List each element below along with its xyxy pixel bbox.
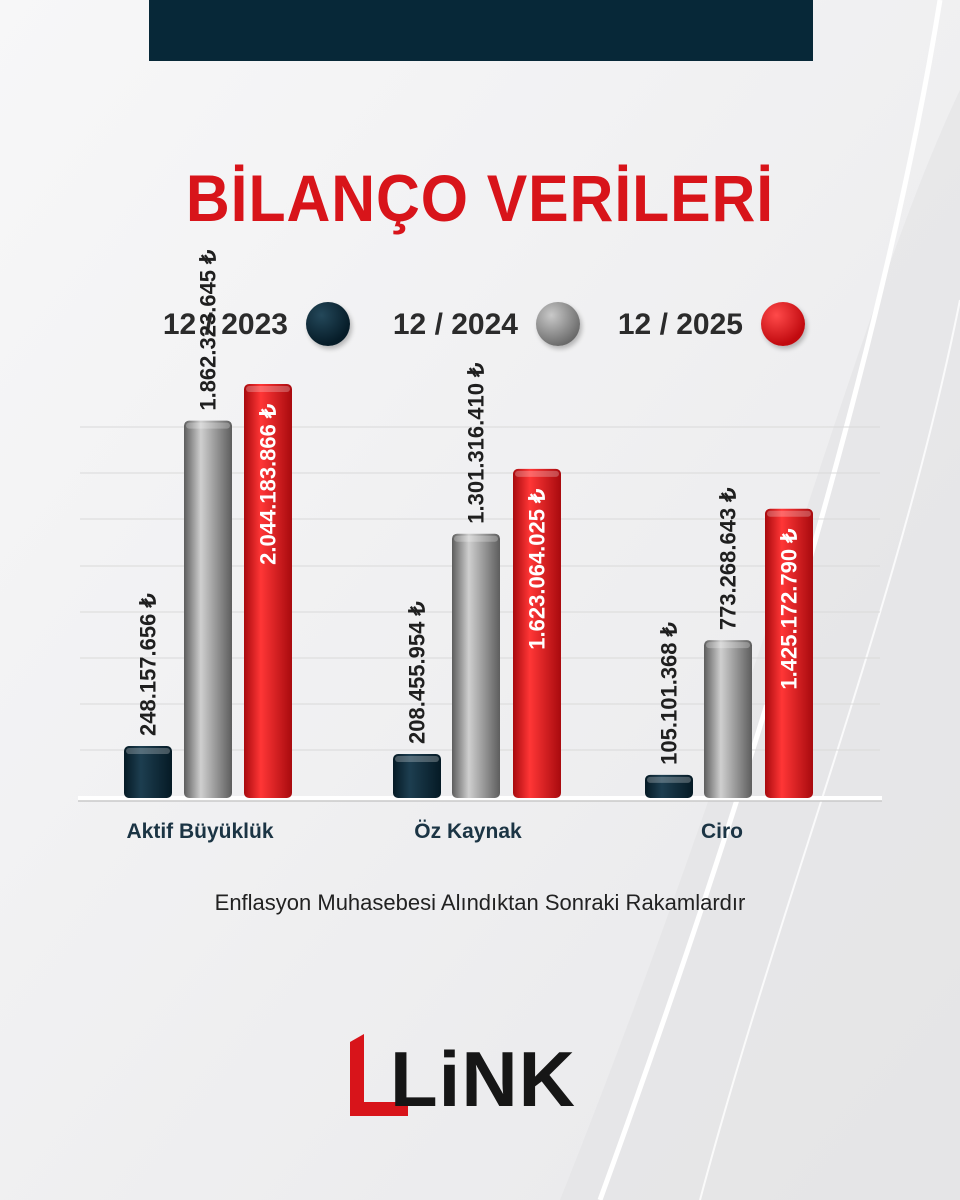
logo-text: LiNK bbox=[390, 1035, 576, 1123]
data-label: 773.268.643 ₺ bbox=[716, 488, 741, 630]
legend-label-2024: 12 / 2024 bbox=[392, 308, 518, 341]
bar-2023-2 bbox=[645, 774, 693, 798]
data-label: 1.301.316.410 ₺ bbox=[464, 363, 489, 524]
footnote: Enflasyon Muhasebesi Alındıktan Sonraki … bbox=[214, 890, 746, 915]
data-label: 1.862.323.645 ₺ bbox=[196, 250, 221, 411]
data-label: 1.623.064.025 ₺ bbox=[525, 489, 550, 650]
bar-highlight bbox=[246, 386, 290, 392]
bar-highlight bbox=[186, 422, 230, 429]
legend-item-2024: 12 / 2024 bbox=[380, 302, 580, 348]
bar-2025-0 bbox=[244, 384, 292, 798]
data-label: 105.101.368 ₺ bbox=[657, 622, 682, 764]
bar-2023-0 bbox=[124, 745, 172, 798]
legend-item-2025: 12 / 2025 bbox=[600, 302, 805, 348]
logo-mark-icon bbox=[350, 1034, 408, 1116]
bar-2024-1 bbox=[452, 533, 500, 798]
bar-highlight bbox=[767, 510, 811, 517]
x-axis-baseline bbox=[78, 796, 882, 801]
bar-2025-1 bbox=[513, 468, 561, 798]
bar-2024-2 bbox=[704, 640, 752, 798]
bar-highlight bbox=[126, 747, 170, 754]
category-label: Öz Kaynak bbox=[414, 820, 522, 843]
top-banner bbox=[149, 0, 813, 61]
bar-highlight bbox=[515, 470, 559, 477]
category-label: Ciro bbox=[701, 820, 743, 843]
bar-highlight bbox=[647, 776, 691, 783]
bar-2025-2 bbox=[765, 508, 813, 798]
bar-highlight bbox=[395, 755, 439, 762]
data-label: 208.455.954 ₺ bbox=[405, 602, 430, 744]
bar-highlight bbox=[454, 535, 498, 542]
legend-dot-2024 bbox=[536, 302, 580, 346]
legend-dot-2025 bbox=[761, 302, 805, 346]
chart-title: BİLANÇO VERİLERİ bbox=[185, 161, 775, 235]
category-label: Aktif Büyüklük bbox=[126, 820, 273, 843]
legend-dot-2023 bbox=[306, 302, 350, 346]
data-label: 2.044.183.866 ₺ bbox=[256, 404, 281, 565]
link-logo: LiNK bbox=[348, 1030, 588, 1123]
legend-label-2025: 12 / 2025 bbox=[617, 308, 743, 341]
legend-label-2023: 12 / 2023 bbox=[162, 308, 288, 341]
bar-2024-0 bbox=[184, 420, 232, 798]
data-label: 248.157.656 ₺ bbox=[136, 594, 161, 736]
legend-item-2023: 12 / 2023 bbox=[160, 302, 350, 348]
bar-2023-1 bbox=[393, 753, 441, 798]
data-label: 1.425.172.790 ₺ bbox=[777, 529, 802, 690]
bar-highlight bbox=[706, 642, 750, 649]
